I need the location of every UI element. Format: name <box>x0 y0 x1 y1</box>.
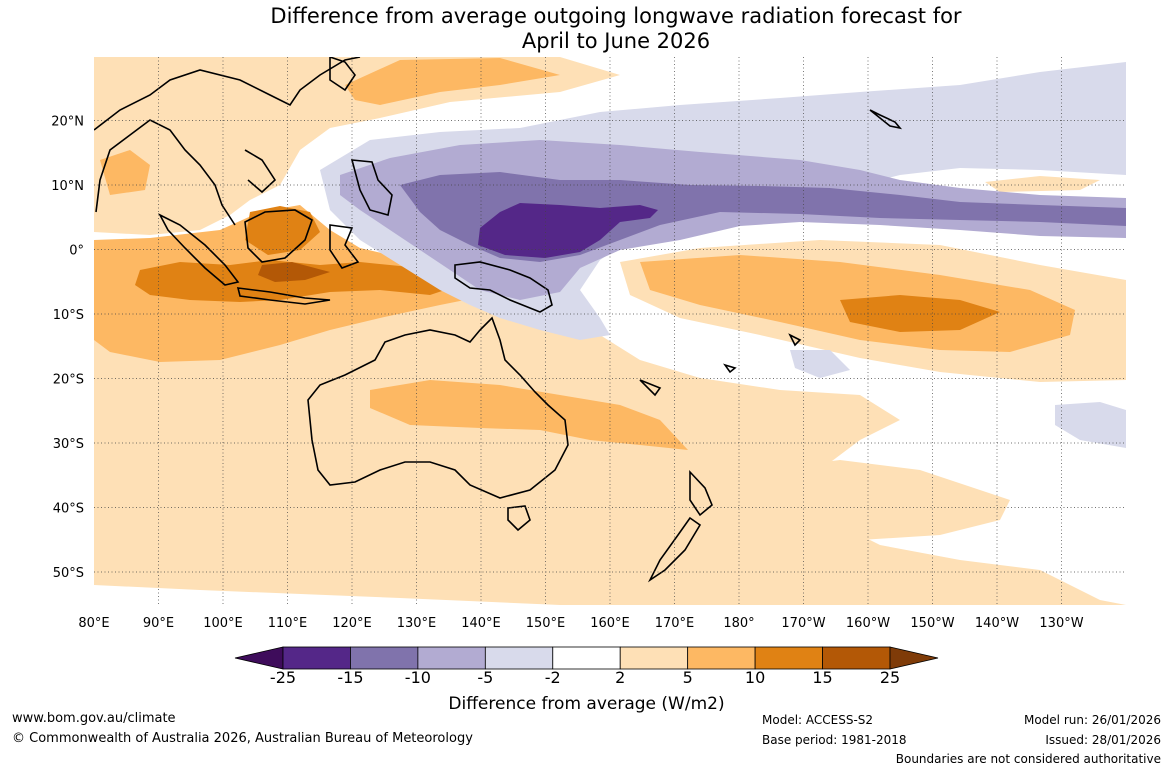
coastline-sumatra <box>158 213 240 286</box>
colorbar-tick-label: -10 <box>404 668 431 687</box>
anomaly-region-pale-purple-south-pacific <box>790 350 850 378</box>
title-line-2: April to June 2026 <box>521 29 711 53</box>
colorbar-tick-label: 10 <box>744 668 766 687</box>
coastline-tasmania <box>507 505 531 532</box>
colorbar-tick-label: 5 <box>682 668 693 687</box>
coastline-asia <box>94 57 361 226</box>
anomaly-region-pale-orange-north <box>94 57 620 235</box>
colorbar-tick-label: -15 <box>337 668 364 687</box>
colorbar-tick-label: -25 <box>269 668 297 687</box>
coastline-japan <box>329 57 356 92</box>
colorbar-tick-label: 15 <box>812 668 833 687</box>
footer-website[interactable]: www.bom.gov.au/climate <box>12 711 176 726</box>
coastline-new-zealand-south <box>647 516 702 583</box>
longitude-label: 110°E <box>268 616 308 631</box>
colorbar-tick-label: -2 <box>544 668 561 687</box>
coastline-borneo <box>244 209 313 263</box>
longitude-label: 130°E <box>397 616 437 631</box>
longitude-label: 160°E <box>590 616 630 631</box>
longitude-label: 150°W <box>910 616 954 631</box>
latitude-label: 10°S <box>53 308 84 323</box>
footer-model: Model: ACCESS-S2 <box>762 713 874 727</box>
colorbar-extend-high <box>889 646 939 670</box>
longitude-label: 90°E <box>143 616 174 631</box>
coastline-sulawesi <box>329 224 360 269</box>
colorbar-box <box>484 646 554 670</box>
colorbar-box <box>754 646 823 670</box>
anomaly-region-pale-orange-tasman <box>750 460 1010 540</box>
latitude-label: 0° <box>69 244 84 259</box>
coastline-australia <box>307 316 569 499</box>
colorbar-box <box>822 646 891 670</box>
colorbar-box <box>417 646 486 670</box>
longitude-label: 100°E <box>203 616 243 631</box>
footer-model-run: Model run: 26/01/2026 <box>1023 713 1161 727</box>
latitude-label: 50°S <box>53 566 84 581</box>
anomaly-region-dark-purple <box>478 203 658 258</box>
colorbar-box <box>687 646 756 670</box>
colorbar-tick-label: -5 <box>477 668 494 687</box>
longitude-label: 160°W <box>846 616 890 631</box>
anomaly-field <box>94 57 1126 605</box>
footer-disclaimer: Boundaries are not considered authoritat… <box>895 752 1161 766</box>
latitude-label: 30°S <box>53 437 84 452</box>
colorbar-box <box>350 646 419 670</box>
footer-base-period: Base period: 1981-2018 <box>762 733 907 747</box>
colorbar <box>234 646 939 670</box>
coastline-hawaii <box>869 109 903 130</box>
footer-issued: Issued: 28/01/2026 <box>1045 733 1161 747</box>
latitude-label: 10°N <box>51 179 84 194</box>
colorbar-box <box>552 646 621 670</box>
title-line-1: Difference from average outgoing longwav… <box>270 4 962 28</box>
gridlines <box>94 57 1126 605</box>
coastline-new-zealand-north <box>689 469 713 517</box>
anomaly-region-orange-australia <box>370 380 688 450</box>
anomaly-region-dark-orange-indian <box>135 260 460 302</box>
longitude-label: 140°W <box>975 616 1019 631</box>
longitude-label: 150°E <box>526 616 566 631</box>
coastlines <box>94 57 903 583</box>
longitude-label: 180° <box>723 616 754 631</box>
latitude-label: 20°S <box>53 373 84 388</box>
longitude-label: 140°E <box>461 616 501 631</box>
coastline-java <box>236 287 331 305</box>
latitude-label: 40°S <box>53 502 84 517</box>
colorbar-tick-label: 2 <box>615 668 626 687</box>
longitude-label: 170°E <box>655 616 695 631</box>
anomaly-region-orange-north-2 <box>100 150 150 195</box>
coastline-fiji-vanuatu <box>639 333 802 397</box>
latitude-labels: 20°N 10°N 0° 10°S 20°S 30°S 40°S 50°S <box>51 115 84 582</box>
chart-title: Difference from average outgoing longwav… <box>0 4 1173 54</box>
anomaly-region-dark-orange-pacific <box>840 295 1000 332</box>
colorbar-title: Difference from average (W/m2) <box>448 694 725 714</box>
longitude-label: 170°W <box>781 616 825 631</box>
longitude-label: 130°W <box>1039 616 1083 631</box>
anomaly-region-orange-north-1 <box>345 58 560 105</box>
longitude-label: 80°E <box>78 616 109 631</box>
colorbar-box <box>619 646 689 670</box>
coastline-philippines <box>350 159 393 217</box>
colorbar-extend-low <box>234 646 284 670</box>
colorbar-box <box>282 646 351 670</box>
anomaly-region-darkest-orange <box>258 262 330 282</box>
longitude-labels: 80°E 90°E 100°E 110°E 120°E 130°E 140°E 150°E 16… <box>78 616 1083 631</box>
latitude-label: 20°N <box>51 115 84 130</box>
footer-copyright: © Commonwealth of Australia 2026, Austra… <box>12 731 473 746</box>
anomaly-region-pale-purple-east <box>1055 402 1126 448</box>
coastline-new-guinea <box>454 261 553 313</box>
colorbar-tick-label: 25 <box>879 668 901 687</box>
anomaly-region-pale-orange-east <box>985 176 1100 192</box>
longitude-label: 120°E <box>332 616 372 631</box>
